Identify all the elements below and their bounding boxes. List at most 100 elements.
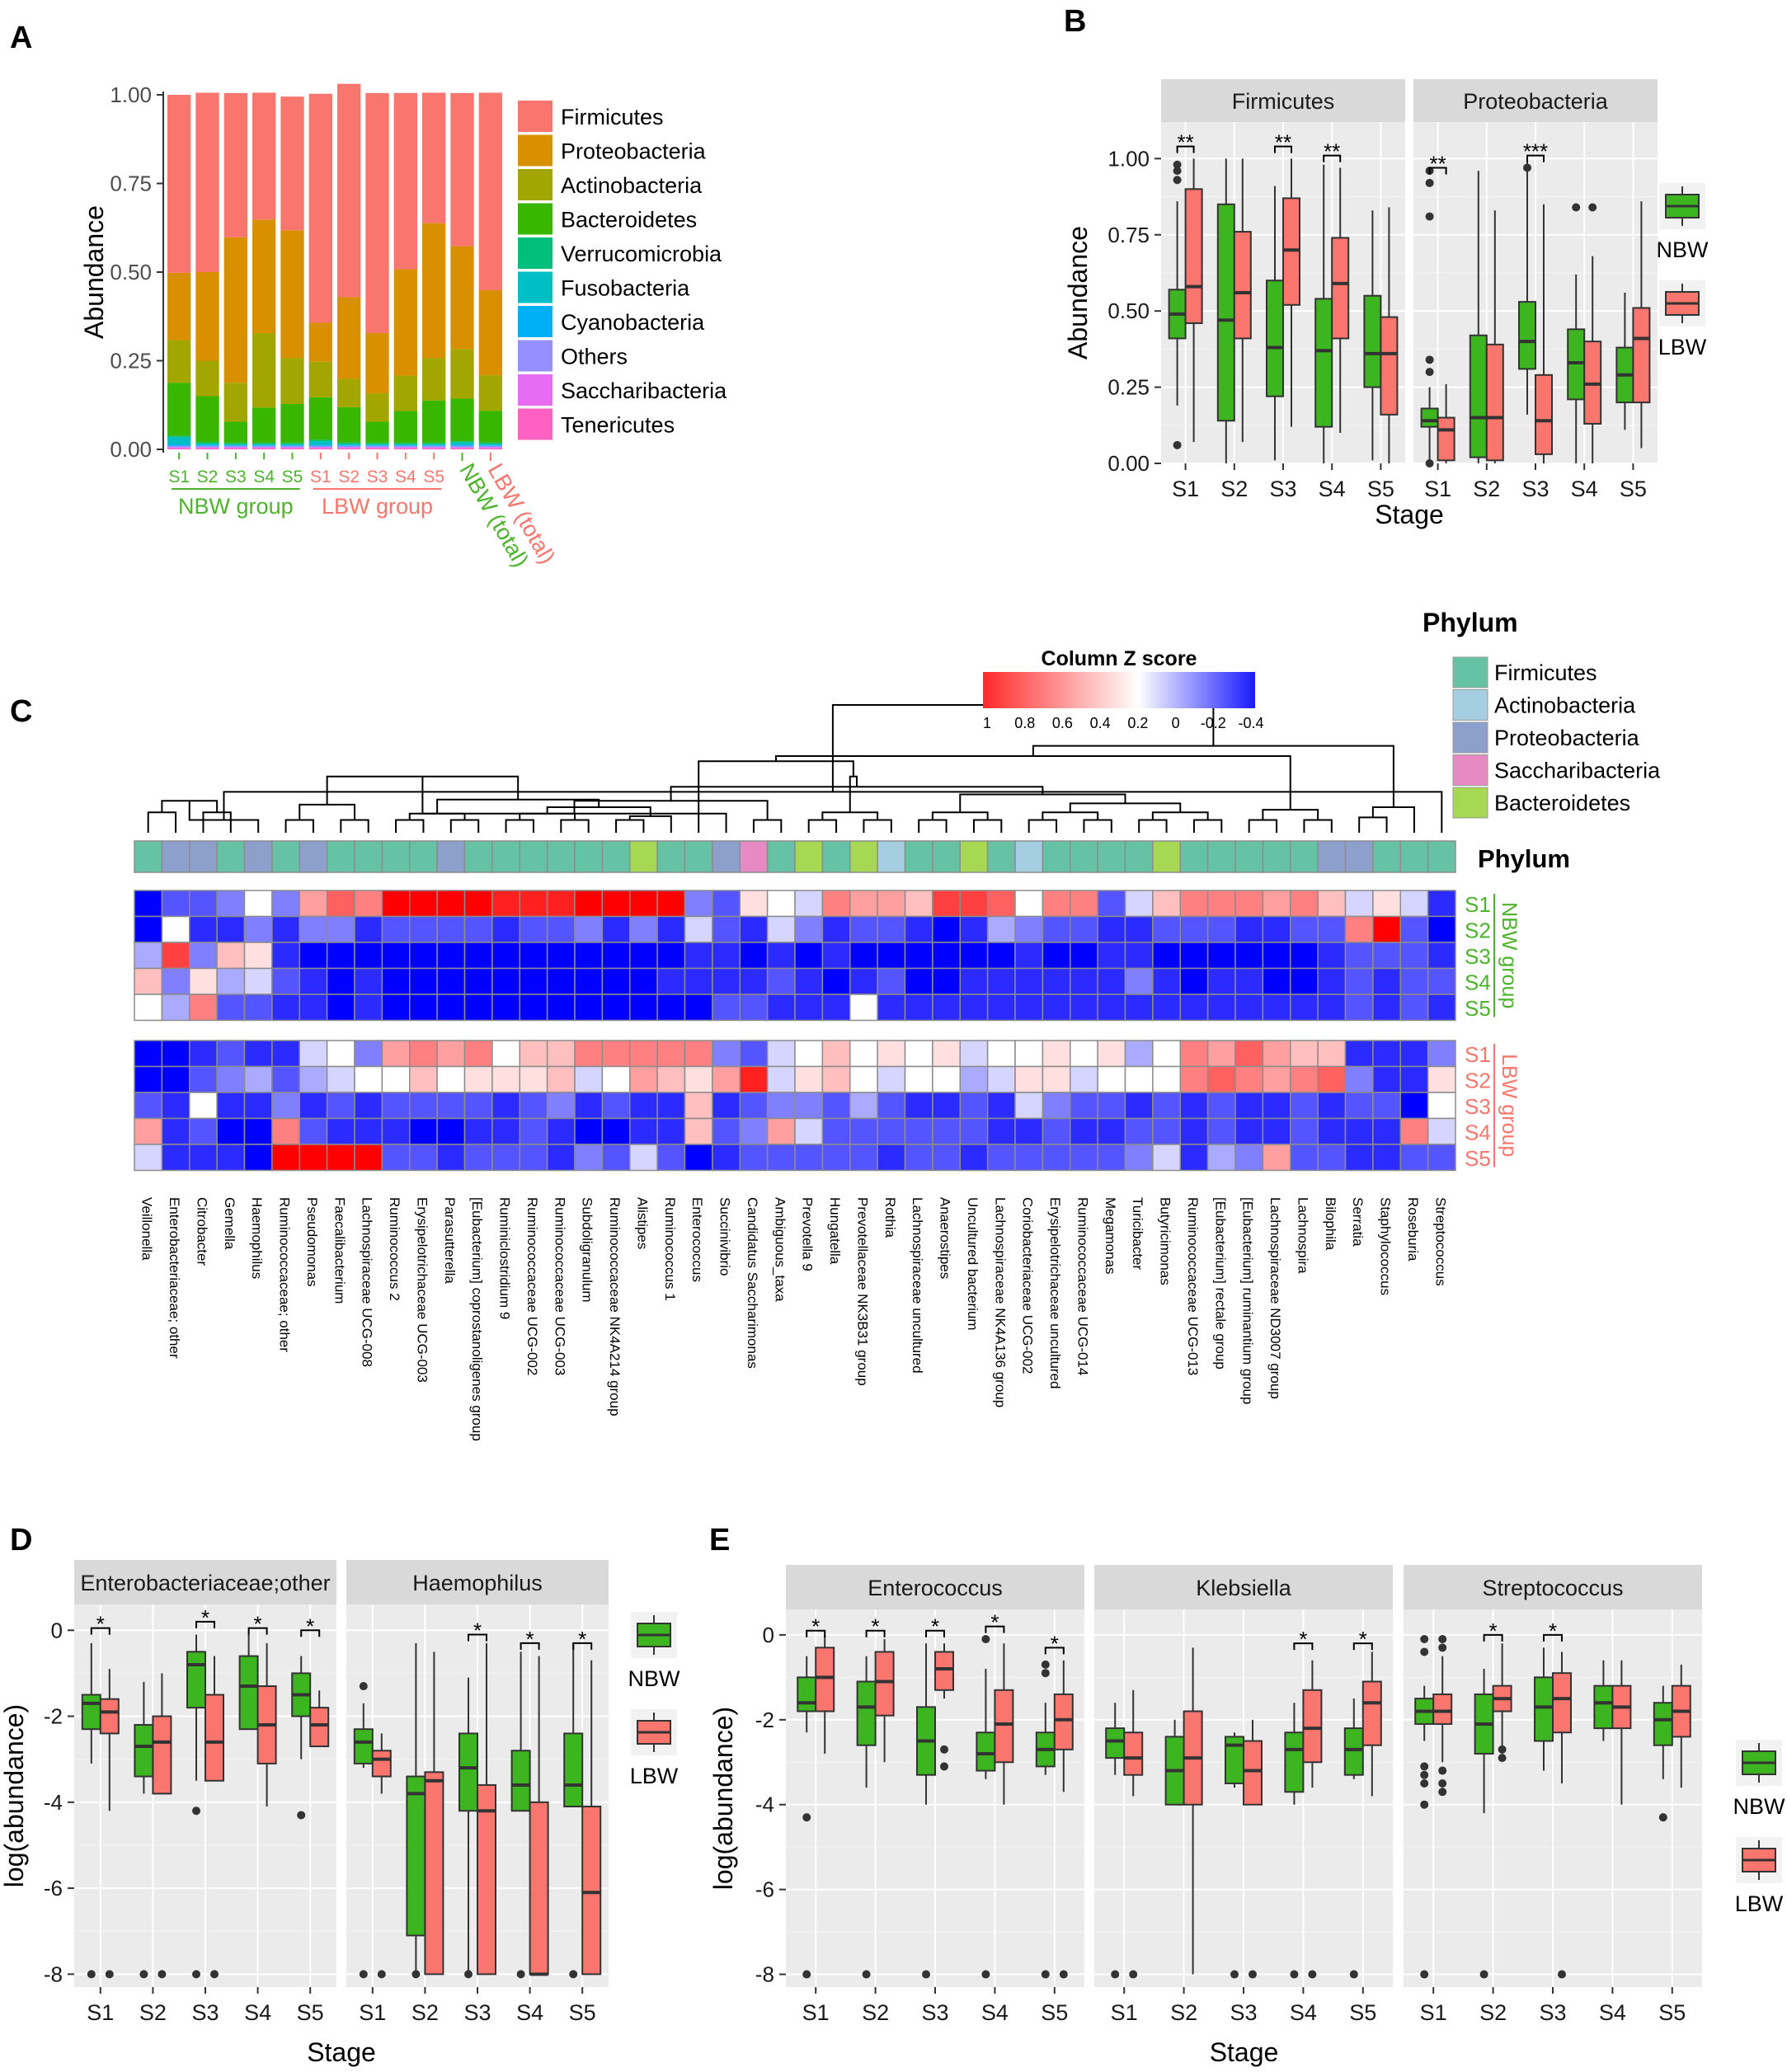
heatmap-cell xyxy=(381,1092,411,1120)
heatmap-cell xyxy=(271,967,300,995)
heatmap-cell xyxy=(932,1117,961,1145)
heatmap-cell xyxy=(216,994,246,1022)
heatmap-cell xyxy=(877,1092,906,1120)
bar-verrucomicrobia xyxy=(422,443,446,444)
xtick-label-s4: S4 xyxy=(516,2000,543,2025)
heatmap-cell xyxy=(932,1092,961,1120)
dendrogram-branch xyxy=(505,819,534,833)
column-label-veillonella: Veillonella xyxy=(139,1197,155,1261)
dendrogram-branch xyxy=(615,819,645,833)
heatmap-cell xyxy=(354,1040,383,1068)
heatmap-cell xyxy=(574,1065,604,1093)
heatmap-cell xyxy=(1070,1040,1098,1068)
box-iqr xyxy=(459,1732,478,1812)
legend-label-verrucomicrobia: Verrucomicrobia xyxy=(561,242,722,266)
box-nbw-s1 xyxy=(1105,1703,1126,1979)
heatmap-cell xyxy=(1014,1065,1044,1093)
heatmap-cell xyxy=(189,1117,218,1145)
heatmap-cell xyxy=(1262,994,1291,1022)
bar-cyanobacteria xyxy=(365,444,389,446)
heatmap-cell xyxy=(794,967,824,995)
heatmap-cell xyxy=(601,1117,631,1145)
phylum-cell-firmicutes xyxy=(381,840,411,873)
heatmap-cell xyxy=(1317,890,1347,918)
significance-bracket xyxy=(925,1629,945,1637)
bar-others xyxy=(195,445,219,448)
box-iqr xyxy=(1552,1672,1572,1734)
heatmap-cell xyxy=(1042,915,1071,943)
dendrogram-branch xyxy=(560,819,590,833)
heatmap-cell xyxy=(161,890,190,918)
significance-bracket xyxy=(1293,1642,1314,1651)
box-iqr xyxy=(1343,1727,1364,1776)
box-iqr xyxy=(1534,1676,1554,1742)
box-iqr xyxy=(563,1732,584,1808)
heatmap-cell xyxy=(684,1092,713,1120)
outlier-point xyxy=(359,1970,368,1979)
box-nbw-s4 xyxy=(1314,164,1333,463)
heatmap-cell xyxy=(1427,890,1456,918)
box-nbw-s1 xyxy=(1414,1635,1435,1979)
heatmap-cell xyxy=(877,1117,906,1145)
outlier-point xyxy=(1498,1754,1507,1763)
heatmap-cell xyxy=(1124,994,1154,1022)
heatmap-cell xyxy=(1234,1117,1264,1145)
bar-cyanobacteria xyxy=(450,444,474,446)
bar-proteobacteria xyxy=(280,230,304,359)
box-lbw-s2 xyxy=(152,1673,172,1979)
heatmap-cell xyxy=(216,1144,246,1172)
heatmap-cell xyxy=(299,915,328,943)
heatmap-cell xyxy=(821,915,851,943)
heatmap-cell xyxy=(491,967,520,995)
row-label-s3: S3 xyxy=(1465,1094,1491,1119)
row-label-s2: S2 xyxy=(1465,1068,1491,1092)
heatmap-cell xyxy=(519,1040,548,1068)
column-label-succinivibrio: Succinivibrio xyxy=(717,1197,733,1276)
bar-fusobacteria xyxy=(167,437,191,444)
bar-verrucomicrobia xyxy=(308,439,332,442)
heatmap-cell xyxy=(1014,967,1044,995)
dendrogram-branch xyxy=(752,819,783,833)
heatmap-cell xyxy=(1317,967,1347,995)
heatmap-cell xyxy=(1427,1144,1456,1172)
bar-saccharibacteria xyxy=(393,447,417,449)
phylum-cell-firmicutes xyxy=(986,840,1016,873)
box-iqr xyxy=(1535,374,1553,455)
box-lbw-s3 xyxy=(1243,1719,1263,1979)
box-lbw-s4 xyxy=(1611,1660,1632,1805)
heatmap-cell xyxy=(326,1144,355,1172)
xtick-label-s1: S1 xyxy=(87,2000,114,2025)
heatmap-cell xyxy=(436,1040,466,1068)
heatmap-cell xyxy=(1070,915,1098,943)
xtick-label-s3: S3 xyxy=(191,2000,219,2025)
heatmap-cell xyxy=(739,1117,769,1145)
box-iqr xyxy=(529,1801,549,1976)
heatmap-cell xyxy=(986,967,1016,995)
bar-others xyxy=(280,445,304,448)
heatmap-cell xyxy=(1179,915,1209,943)
heatmap-cell xyxy=(436,942,466,970)
heatmap-cell xyxy=(877,967,906,995)
significance-label: * xyxy=(473,1618,482,1642)
heatmap-cell xyxy=(986,1144,1016,1172)
bar-verrucomicrobia xyxy=(252,443,276,444)
facet-title: Enterobacteriaceae;other xyxy=(80,1571,330,1595)
bar-others xyxy=(337,445,361,448)
box-nbw-s5 xyxy=(563,1642,584,1979)
significance-label: * xyxy=(1489,1619,1498,1643)
heatmap-cell xyxy=(1124,942,1154,970)
heatmap-cell xyxy=(1206,942,1236,970)
phylum-cell-firmicutes xyxy=(574,840,604,873)
heatmap-cell xyxy=(877,890,906,918)
heatmap-cell xyxy=(1290,1117,1319,1145)
box-iqr xyxy=(510,1750,531,1812)
significance-label: ** xyxy=(1275,130,1291,155)
heatmap-cell xyxy=(1234,1065,1264,1093)
heatmap-cell xyxy=(1124,1117,1154,1145)
xtick-label-s5: S5 xyxy=(1367,477,1394,501)
heatmap-cell xyxy=(491,890,520,918)
bar-actinobacteria xyxy=(450,349,474,399)
xtick-label-s3: S3 xyxy=(1539,2000,1566,2025)
heatmap-cell xyxy=(904,1092,933,1120)
